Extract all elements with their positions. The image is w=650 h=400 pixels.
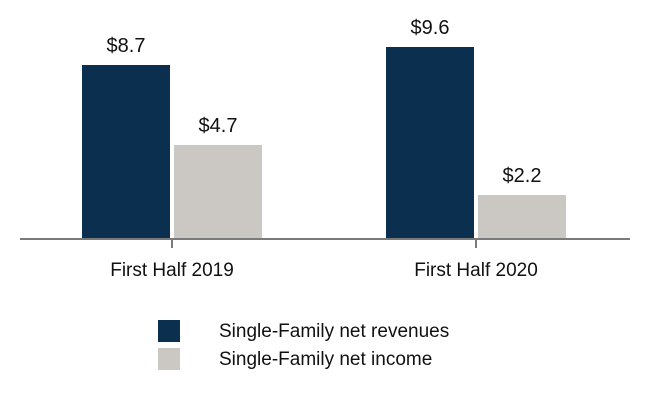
legend-label-net-revenues: Single-Family net revenues bbox=[219, 321, 449, 342]
bars-group bbox=[82, 47, 566, 239]
bar-net-income-first-half-2019 bbox=[174, 145, 262, 239]
bar-net-revenues-first-half-2020 bbox=[386, 47, 474, 239]
legend-swatch-net-revenues bbox=[158, 320, 180, 342]
data-label-net-revenues-first-half-2019: $8.7 bbox=[107, 35, 146, 57]
data-label-net-income-first-half-2019: $4.7 bbox=[199, 115, 238, 137]
legend-label-net-income: Single-Family net income bbox=[219, 349, 432, 370]
bar-net-income-first-half-2020 bbox=[478, 195, 566, 239]
x-tick-label-first-half-2020: First Half 2020 bbox=[414, 260, 538, 281]
bar-net-revenues-first-half-2019 bbox=[82, 65, 170, 239]
data-labels-group: $8.7 $4.7 $9.6 $2.2 bbox=[107, 17, 542, 187]
legend-swatch-net-income bbox=[158, 348, 180, 370]
data-label-net-revenues-first-half-2020: $9.6 bbox=[411, 17, 450, 39]
data-label-net-income-first-half-2020: $2.2 bbox=[503, 165, 542, 187]
x-tick-label-first-half-2019: First Half 2019 bbox=[110, 260, 234, 281]
x-ticks-group bbox=[171, 239, 477, 248]
legend: Single-Family net revenues Single-Family… bbox=[158, 320, 449, 370]
